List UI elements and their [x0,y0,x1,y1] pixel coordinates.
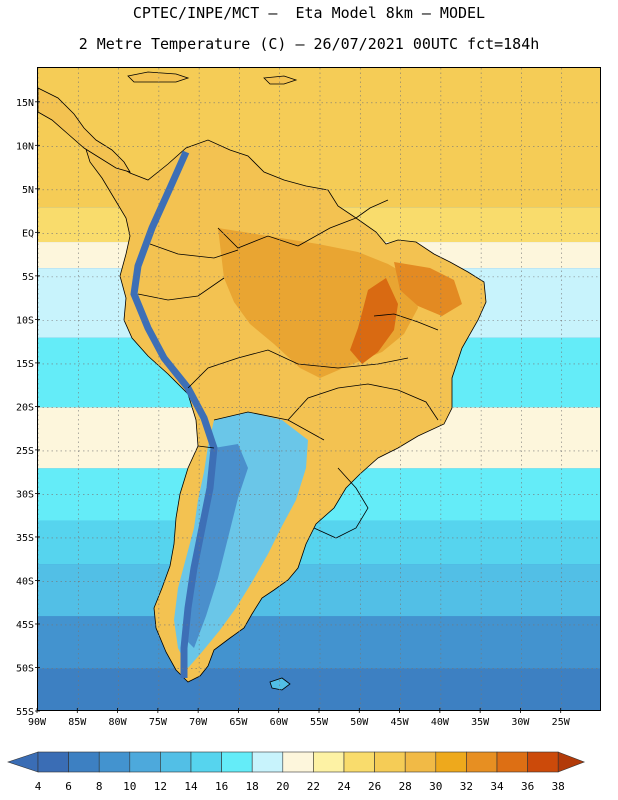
patagonia-cold-land [184,444,248,648]
lon-tick-label: 40W [431,717,450,728]
colorbar-high-arrow [557,751,586,773]
ocean-band-7 [38,520,600,565]
andes-cold-ridge [130,150,218,678]
colorbar-box [251,751,284,773]
title-line-2: 2 Metre Temperature (C) – 26/07/2021 00U… [78,35,540,53]
lat-tick-label: EQ [22,228,34,239]
colorbar-box [129,751,161,773]
colorbar-level-label: 24 [337,780,351,793]
colorbar-level-label: 38 [552,780,565,793]
ocean-band-10 [38,668,600,710]
northeast-hot-region [394,262,462,316]
colorbar-box [160,751,192,773]
colorbar-level-label: 8 [96,780,103,793]
colorbar-level-label: 20 [276,780,289,793]
lat-tick-label: 10S [16,315,34,326]
colorbar-labels: 4 6 8 10 12 14 16 18 20 22 24 26 28 30 32 34 36 38 [35,780,565,793]
colorbar-box [343,751,375,773]
colorbar-box [374,751,406,773]
colorbar-box [404,751,437,773]
colorbar-level-label: 12 [154,780,167,793]
colorbar-box [68,751,100,773]
colorbar-level-label: 32 [460,780,473,793]
colorbar-level-label: 30 [429,780,442,793]
lat-tick-label: 40S [16,576,34,587]
lon-tick-label: 80W [109,717,128,728]
caribbean-islands-east [263,75,298,85]
lat-tick-label: 15S [16,359,34,370]
hottest-core-region [350,278,398,364]
lon-tick-label: 90W [28,717,47,728]
lon-tick-label: 60W [270,717,289,728]
lat-tick-label: 30S [16,489,34,500]
colorbar-box [190,751,222,773]
lon-tick-label: 70W [189,717,208,728]
colorbar-box [37,751,69,773]
colorbar-low-arrow [7,751,39,773]
lon-tick-label: 85W [68,717,87,728]
colorbar-box [527,751,559,773]
title-line-1: CPTEC/INPE/MCT – Eta Model 8km – MODEL [132,4,486,22]
ocean-band-8 [38,564,600,617]
colorbar-level-label: 4 [35,780,42,793]
lat-tick-label: 50S [16,663,34,674]
lat-lon-grid [38,68,600,710]
lon-tick-label: 65W [229,717,248,728]
temperature-colorbar: 4 6 8 10 12 14 16 18 20 22 24 26 28 30 32 34 36 38 [7,751,586,793]
lat-tick-label: 15N [16,98,34,109]
colorbar-level-label: 14 [184,780,198,793]
lat-tick-label: 10N [16,141,34,152]
country-borders [137,199,439,539]
lat-tick-label: 5S [22,272,34,283]
colorbar-level-label: 6 [65,780,72,793]
lon-tick-label: 35W [471,717,490,728]
colorbar-boxes [7,751,586,773]
lon-tick-label: 30W [511,717,530,728]
lat-tick-label: 35S [16,533,34,544]
colorbar-level-label: 16 [215,780,228,793]
land-temperature-layer [38,71,487,691]
colorbar-level-label: 26 [368,780,381,793]
colorbar-level-label: 36 [521,780,534,793]
colorbar-box [221,751,253,773]
lon-tick-label: 55W [310,717,329,728]
lon-tick-label: 45W [391,717,410,728]
lat-tick-label: 45S [16,620,34,631]
caribbean-islands [127,71,190,83]
falkland-islands [269,677,291,691]
map-canvas [38,68,600,710]
colorbar-box [282,751,314,773]
temperature-map [37,67,601,711]
lon-tick-label: 50W [350,717,369,728]
lat-tick-label: 25S [16,446,34,457]
longitude-tick-labels: 90W 85W 80W 75W 70W 65W 60W 55W 50W 45W 40W 35W 30W 2… [28,708,571,728]
colorbar-box [98,751,131,773]
colorbar-box [466,751,498,773]
lat-tick-label: 20S [16,402,34,413]
colorbar-level-label: 18 [246,780,259,793]
colorbar-level-label: 10 [123,780,136,793]
colorbar-level-label: 34 [490,780,504,793]
colorbar-level-label: 28 [399,780,412,793]
ocean-band-9 [38,616,600,669]
lon-tick-label: 25W [552,717,571,728]
colorbar-box [496,751,528,773]
colorbar-box [435,751,467,773]
central-america [38,87,131,173]
lat-tick-label: 55S [16,707,34,718]
colorbar-level-label: 22 [307,780,320,793]
lat-tick-label: 5N [22,185,34,196]
lon-tick-label: 75W [149,717,168,728]
colorbar-box [313,751,345,773]
